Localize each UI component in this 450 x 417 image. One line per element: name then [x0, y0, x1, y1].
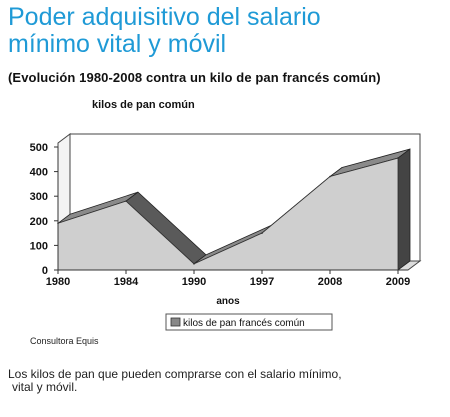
x-axis-label: anos [216, 296, 240, 307]
data-point [193, 263, 195, 265]
legend-label: kilos de pan francés común [183, 318, 305, 329]
figure-caption: Los kilos de pan que pueden comprarse co… [8, 368, 428, 394]
data-point [329, 175, 331, 178]
y-tick-label: 200 [30, 216, 48, 228]
chart-title: Poder adquisitivo del salario mínimo vit… [8, 4, 448, 58]
y-axis-label: kilos de pan común [92, 99, 195, 111]
caption-line-1: Los kilos de pan que pueden comprarse co… [8, 367, 342, 381]
y-tick-label: 300 [30, 191, 48, 203]
area-side-face [397, 148, 411, 271]
y-axis: 0 100 200 300 400 500 [30, 142, 59, 277]
title-line-1: Poder adquisitivo del salario [8, 3, 321, 31]
y-tick-label: 500 [30, 142, 48, 154]
legend-box [165, 313, 333, 331]
x-tick-label: 1990 [182, 276, 206, 288]
data-point [261, 232, 263, 234]
y-tick-label: 100 [30, 240, 48, 252]
x-tick-label: 1997 [250, 276, 274, 288]
title-line-2: mínimo vital y móvil [8, 30, 227, 58]
source-label: Consultora Equis [30, 336, 99, 346]
area-chart: 0 100 200 300 400 500 1980 1984 1990 1997 2008 200… [30, 99, 422, 346]
x-axis: 1980 1984 1990 1997 2008 2009 [46, 269, 410, 288]
x-tick-label: 1984 [114, 276, 139, 288]
x-tick-label: 2009 [386, 276, 410, 288]
chart-subtitle: (Evolución 1980-2008 contra un kilo de p… [8, 70, 381, 85]
series-area [57, 148, 411, 271]
y-tick-label: 0 [42, 265, 48, 277]
caption-line-2: vital y móvil. [12, 380, 78, 394]
data-point [125, 200, 127, 202]
chart-area: 0 100 200 300 400 500 1980 1984 1990 1997 2008 200… [0, 92, 450, 354]
x-tick-label: 2008 [318, 276, 342, 288]
x-tick-label: 1980 [46, 276, 70, 288]
legend: kilos de pan francés común [165, 313, 333, 331]
y-tick-label: 400 [30, 167, 48, 179]
legend-swatch [170, 317, 181, 327]
data-point [397, 157, 399, 159]
